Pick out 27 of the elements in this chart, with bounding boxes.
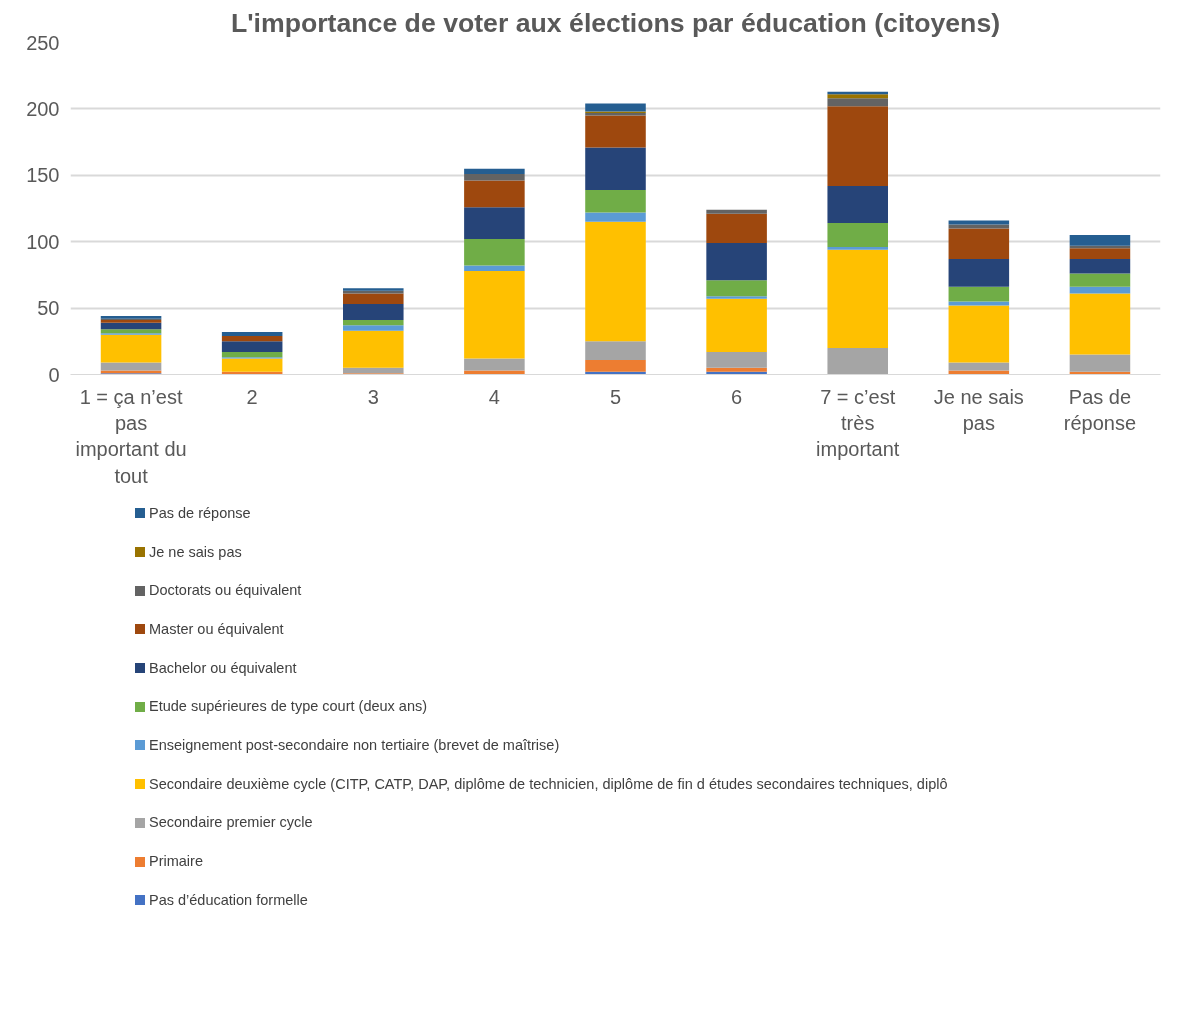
y-tick-label: 100 xyxy=(26,230,60,253)
x-tick-label: 3 xyxy=(367,385,379,408)
x-tick-label: Pas de réponse xyxy=(1063,385,1137,434)
legend-label: Master ou équivalent xyxy=(149,620,284,640)
legend-label: Enseignement post-secondaire non tertiaire (brevet de maîtrise) xyxy=(149,736,560,756)
legend-label: Pas de réponse xyxy=(149,504,251,523)
legend-label: Bachelor ou équivalent xyxy=(149,658,297,678)
x-tick-label: 5 xyxy=(609,385,622,408)
legend-label: Etude supérieures de type court (deux ans) xyxy=(149,697,428,717)
x-tick-label: 6 xyxy=(731,385,743,408)
legend-label: Doctorats ou équivalent xyxy=(149,581,302,601)
y-tick-label: 250 xyxy=(26,31,60,54)
x-tick-label: 1 = ça n’est pas important du tout xyxy=(75,385,187,487)
y-tick-label: 200 xyxy=(26,97,60,120)
legend-label: Je ne sais pas xyxy=(149,542,242,562)
x-tick-label: 4 xyxy=(488,385,500,408)
y-tick-label: 150 xyxy=(26,164,60,187)
x-tick-label: 7 = c’est très important xyxy=(816,385,900,461)
legend-label: Secondaire premier cycle xyxy=(149,813,313,833)
legend-label: Pas d’éducation formelle xyxy=(149,890,308,910)
chart-title: L'importance de voter aux élections par éducation (citoyens) xyxy=(230,7,1001,38)
y-tick-label: 0 xyxy=(48,363,60,386)
y-tick-label: 50 xyxy=(37,297,60,320)
legend-label: Secondaire deuxième cycle (CITP, CATP, DAP, diplôme de technicien, diplôme de fin d études secondaires techniques, diplô xyxy=(149,774,948,794)
x-tick-label: Je ne sais pas xyxy=(933,385,1024,434)
x-tick-label: 2 xyxy=(246,385,258,408)
legend-label: Primaire xyxy=(149,852,203,872)
